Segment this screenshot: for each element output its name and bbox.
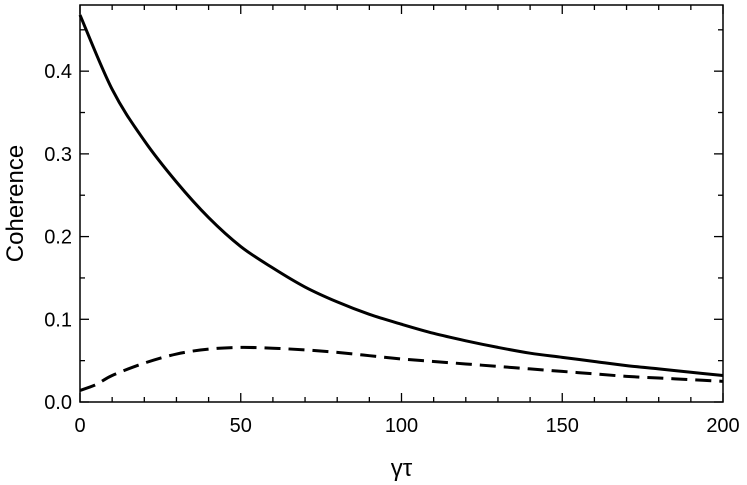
axis-tick-labels: 0 50 100 150 200 0.0 0.1 0.2 0.3 0.4 bbox=[44, 61, 740, 437]
dashed-series-line bbox=[79, 345, 724, 392]
x-tick-label: 100 bbox=[385, 415, 418, 437]
x-axis-title: γτ bbox=[391, 455, 413, 482]
x-tick-label: 50 bbox=[230, 415, 252, 437]
y-tick-label: 0.2 bbox=[44, 227, 72, 249]
axis-ticks bbox=[79, 5, 724, 403]
x-tick-label: 0 bbox=[74, 415, 85, 437]
data-series bbox=[78, 14, 724, 392]
y-tick-label: 0.0 bbox=[44, 392, 72, 414]
solid-series-line bbox=[78, 14, 724, 378]
y-tick-label: 0.1 bbox=[44, 309, 72, 331]
x-tick-label: 200 bbox=[706, 415, 739, 437]
y-axis-title: Coherence bbox=[2, 145, 29, 262]
y-tick-label: 0.3 bbox=[44, 144, 72, 166]
x-tick-label: 150 bbox=[546, 415, 579, 437]
y-tick-label: 0.4 bbox=[44, 61, 72, 83]
plot-frame bbox=[79, 4, 724, 403]
